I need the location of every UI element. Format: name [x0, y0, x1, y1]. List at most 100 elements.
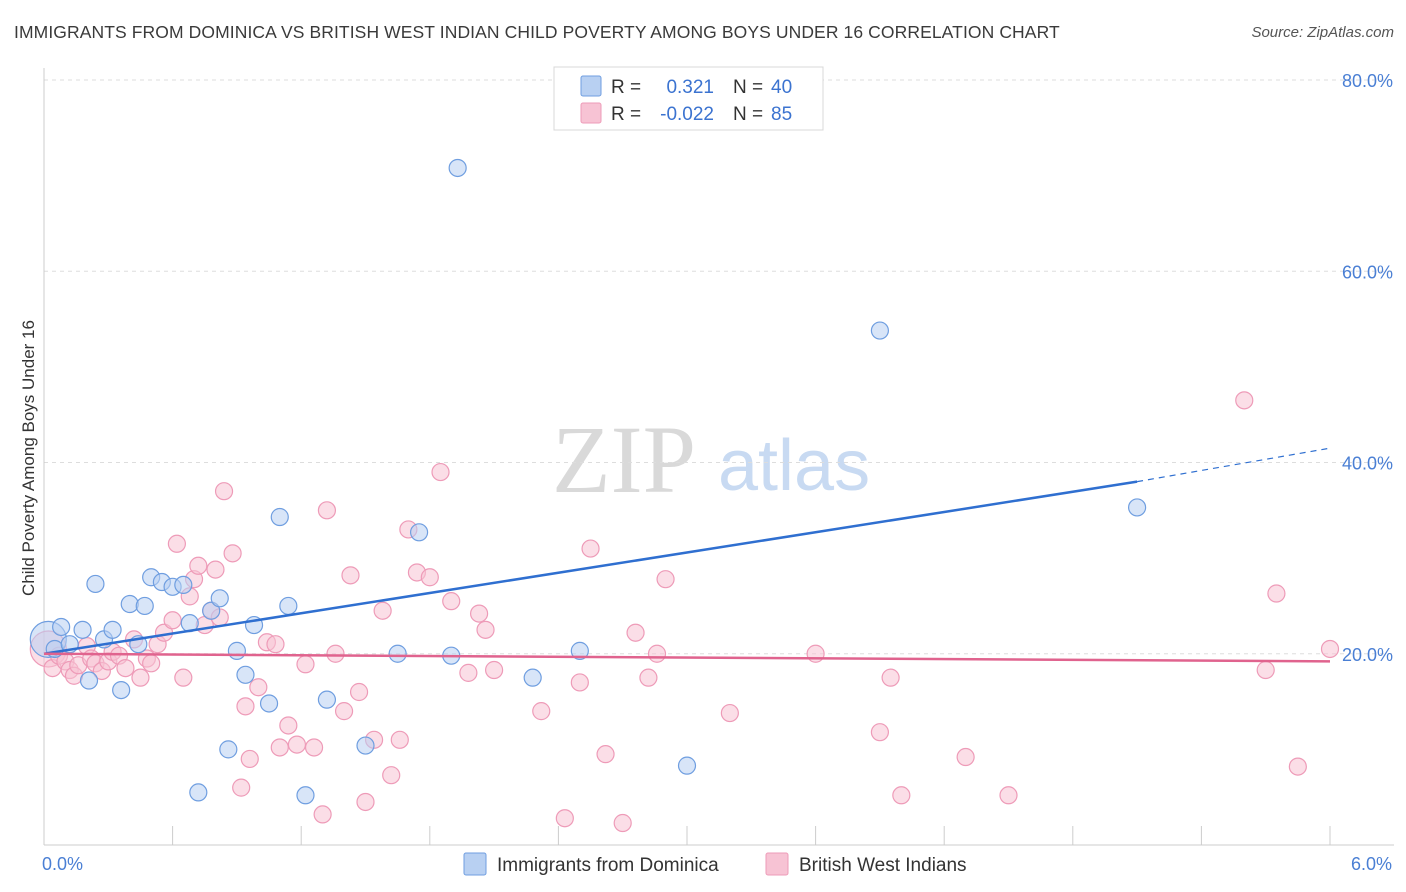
dominica-point	[570, 641, 589, 660]
legend-n-label-blue: N =	[733, 77, 763, 98]
british-west-indians-point	[163, 611, 182, 630]
dominica-point	[448, 158, 467, 178]
british-west-indians-point	[167, 534, 186, 553]
dominica-point	[227, 641, 246, 660]
british-west-indians-point	[881, 668, 900, 687]
british-west-indians-point	[240, 749, 259, 769]
british-west-indians-point	[390, 730, 409, 749]
british-west-indians-point	[232, 778, 251, 797]
british-west-indians-point	[720, 703, 739, 723]
y-tick-label-60: 60.0%	[1342, 262, 1393, 282]
british-west-indians-point	[356, 792, 375, 812]
british-west-indians-point	[485, 660, 504, 680]
legend-r-value-blue: 0.321	[666, 77, 714, 98]
dominica-point	[409, 523, 429, 542]
dominica-point	[677, 756, 697, 775]
y-tick-label-20: 20.0%	[1342, 645, 1393, 665]
british-west-indians-point	[296, 655, 315, 674]
british-west-indians-point	[581, 539, 600, 558]
british-west-indians-point	[420, 568, 439, 587]
series-british-west-indians-points	[29, 391, 1340, 833]
british-west-indians-point	[373, 601, 392, 620]
legend-swatch-pink	[580, 102, 602, 124]
dominica-point	[79, 671, 99, 690]
british-west-indians-point	[570, 673, 589, 692]
british-west-indians-point	[304, 738, 324, 757]
gridlines	[44, 79, 1394, 655]
british-west-indians-point	[1267, 584, 1286, 603]
legend-n-value-blue: 40	[771, 77, 792, 98]
british-west-indians-point	[870, 723, 890, 742]
trend-lines	[43, 447, 1331, 663]
y-tick-label-80: 80.0%	[1342, 71, 1393, 91]
legend-n-label-pink: N =	[733, 104, 763, 125]
dominica-point	[174, 575, 193, 595]
british-west-indians-point	[287, 735, 307, 754]
dominica-point	[219, 740, 238, 759]
british-west-indians-point	[647, 644, 667, 663]
british-west-indians-point	[613, 813, 632, 833]
british-west-indians-point	[806, 644, 825, 663]
british-west-indians-point	[382, 766, 401, 785]
chart-title: IMMIGRANTS FROM DOMINICA VS BRITISH WEST…	[14, 22, 1060, 42]
british-west-indians-point	[442, 592, 461, 611]
british-west-indians-point	[189, 556, 208, 575]
british-west-indians-point	[656, 570, 675, 589]
legend-swatch-blue	[580, 75, 602, 97]
british-west-indians-point	[999, 786, 1018, 805]
british-west-indians-point	[214, 482, 234, 501]
british-west-indians-point	[249, 678, 268, 697]
dominica-point	[112, 680, 131, 700]
british-west-indians-point	[1256, 660, 1275, 680]
british-west-indians-point	[341, 566, 360, 585]
dominica-point	[103, 620, 122, 639]
british-west-indians-point	[626, 623, 645, 642]
british-west-indians-point	[431, 462, 450, 482]
british-west-indians-point	[116, 658, 135, 678]
watermark-atlas: atlas	[718, 426, 870, 506]
british-west-indians-point	[270, 738, 289, 757]
legend-r-label-pink: R =	[611, 104, 641, 125]
british-west-indians-point	[639, 668, 658, 687]
british-west-indians-point	[206, 560, 225, 579]
dominica-point	[236, 665, 255, 684]
british-west-indians-point	[266, 635, 285, 654]
legend-r-label-blue: R =	[611, 77, 641, 98]
dominica-point	[870, 321, 890, 340]
british-west-indians-point	[326, 644, 345, 663]
british-west-indians-point	[317, 501, 337, 520]
x-tick-label-max: 6.0%	[1351, 854, 1392, 874]
british-west-indians-point	[532, 702, 551, 721]
british-west-indians-point	[174, 668, 193, 687]
y-axis-label: Child Poverty Among Boys Under 16	[19, 320, 38, 596]
dominica-point	[356, 736, 375, 755]
dominica-point	[189, 783, 208, 802]
series-legend-swatch-blue	[463, 852, 487, 876]
british-west-indians-point	[313, 805, 332, 824]
dominica-point	[86, 574, 105, 594]
british-west-indians-point	[956, 747, 975, 767]
trend-line-dominica	[43, 480, 1138, 655]
legend-n-value-pink: 85	[771, 104, 792, 125]
series-legend-label-blue: Immigrants from Dominica	[497, 855, 719, 876]
dominica-point	[202, 601, 221, 620]
dominica-point	[210, 589, 229, 608]
british-west-indians-point	[236, 697, 255, 716]
british-west-indians-point	[555, 809, 574, 828]
watermark-zip: ZIP	[552, 406, 696, 513]
series-legend-label-pink: British West Indians	[799, 855, 967, 876]
trend-line-british-west-indians	[43, 652, 1331, 663]
british-west-indians-point	[476, 620, 495, 639]
y-tick-labels: 20.0% 40.0% 60.0% 80.0%	[1342, 71, 1393, 665]
british-west-indians-point	[131, 668, 150, 687]
british-west-indians-point	[1320, 639, 1340, 659]
stats-legend: R = 0.321 N = 40 R = -0.022 N = 85	[553, 66, 824, 131]
british-west-indians-point	[469, 604, 489, 623]
source-credit: Source: ZipAtlas.com	[1251, 24, 1394, 41]
british-west-indians-point	[459, 663, 478, 682]
dominica-point	[120, 594, 139, 614]
legend-r-value-pink: -0.022	[660, 104, 714, 125]
axes	[43, 68, 1394, 846]
british-west-indians-point	[349, 682, 369, 702]
british-west-indians-point	[892, 786, 911, 805]
